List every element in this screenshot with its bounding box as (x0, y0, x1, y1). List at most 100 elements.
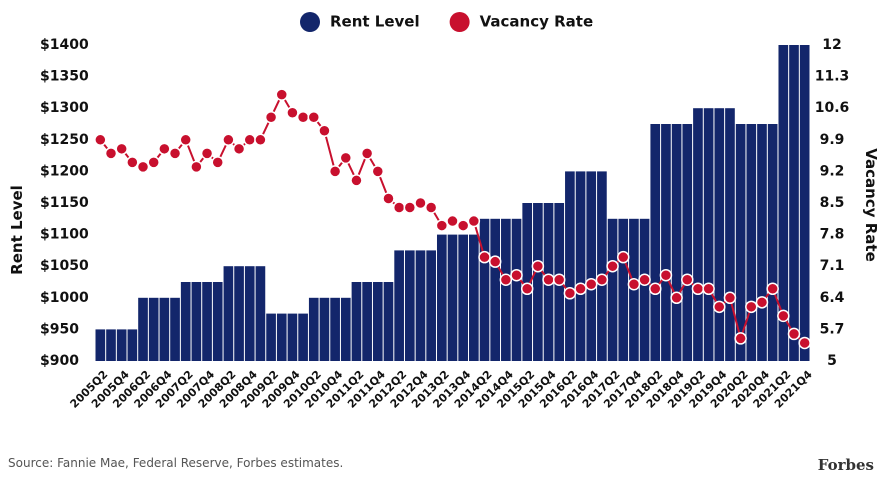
bar (426, 250, 436, 361)
y-tick-label: $1100 (40, 227, 89, 243)
point (734, 332, 747, 345)
bar (287, 313, 298, 361)
bar (223, 266, 234, 361)
point (286, 106, 299, 119)
point (147, 156, 160, 169)
legend-label: Rent Level (330, 13, 420, 31)
point (382, 192, 395, 205)
bar (415, 250, 426, 361)
point (787, 327, 801, 341)
point (574, 282, 587, 296)
legend-label: Vacancy Rate (480, 13, 594, 31)
y-tick-label: $1300 (40, 100, 89, 116)
y2-tick-label: 7.8 (820, 227, 845, 243)
bar (575, 171, 586, 361)
point (595, 273, 609, 286)
point (520, 282, 534, 296)
point (670, 291, 683, 305)
point (435, 219, 449, 232)
point (584, 278, 598, 291)
bar (308, 297, 319, 361)
bar (138, 297, 148, 361)
bar (650, 124, 661, 361)
point (552, 273, 566, 286)
bar (191, 282, 202, 361)
bar (714, 108, 725, 361)
bar (735, 124, 746, 361)
point (136, 160, 150, 174)
point (168, 147, 182, 160)
point (467, 214, 481, 228)
point (392, 201, 406, 214)
y-tick-label: $1250 (40, 132, 89, 148)
point (798, 336, 811, 350)
bar (682, 124, 693, 361)
point (446, 214, 459, 228)
point (659, 268, 673, 282)
bar (266, 313, 276, 361)
point (649, 282, 662, 296)
point (211, 156, 224, 169)
point (307, 110, 321, 124)
legend-marker (449, 12, 470, 32)
point (350, 174, 363, 187)
point (681, 273, 694, 286)
point (499, 273, 513, 286)
bar (95, 329, 106, 361)
point (777, 309, 790, 323)
bar (159, 297, 170, 361)
bar (436, 234, 447, 361)
bar (362, 282, 372, 361)
bar (106, 329, 116, 361)
point (126, 156, 139, 169)
point (243, 133, 256, 147)
bar (693, 108, 703, 361)
bar (319, 297, 330, 361)
bar (383, 282, 394, 361)
point (478, 250, 491, 264)
bar (778, 45, 789, 361)
point (606, 259, 619, 273)
point (616, 250, 630, 264)
bar (394, 250, 404, 361)
bar (607, 218, 618, 361)
bar (522, 203, 533, 361)
point (296, 110, 310, 124)
point (371, 165, 385, 178)
point (190, 160, 203, 174)
point (414, 196, 427, 210)
point (254, 133, 267, 147)
bar (789, 45, 799, 361)
point (563, 287, 577, 300)
bar (255, 266, 266, 361)
point (115, 142, 128, 156)
bar (586, 171, 597, 361)
point (360, 147, 374, 160)
y-tick-label: $900 (40, 353, 79, 369)
bar (469, 234, 479, 361)
point (275, 88, 289, 101)
bar (244, 266, 255, 361)
bar (372, 282, 383, 361)
y-tick-label: $950 (40, 321, 79, 337)
logo: Forbes (818, 456, 874, 474)
y2-tick-label: 9.9 (820, 132, 845, 148)
bar (725, 108, 735, 361)
bar (404, 250, 415, 361)
bar (276, 313, 287, 361)
point (104, 147, 118, 160)
bar (501, 218, 511, 361)
y-tick-label: $1400 (40, 37, 89, 53)
y2-axis-title: Vacancy Rate (862, 148, 880, 262)
point (531, 259, 545, 273)
y2-tick-label: 7.1 (820, 258, 845, 274)
point (745, 300, 758, 314)
point (328, 165, 342, 178)
y2-tick-label: 9.2 (820, 163, 845, 179)
bar (565, 171, 575, 361)
y-tick-label: $1350 (40, 69, 89, 85)
y2-tick-label: 5.7 (820, 321, 845, 337)
bar (458, 234, 469, 361)
y2-tick-label: 5 (827, 353, 837, 369)
